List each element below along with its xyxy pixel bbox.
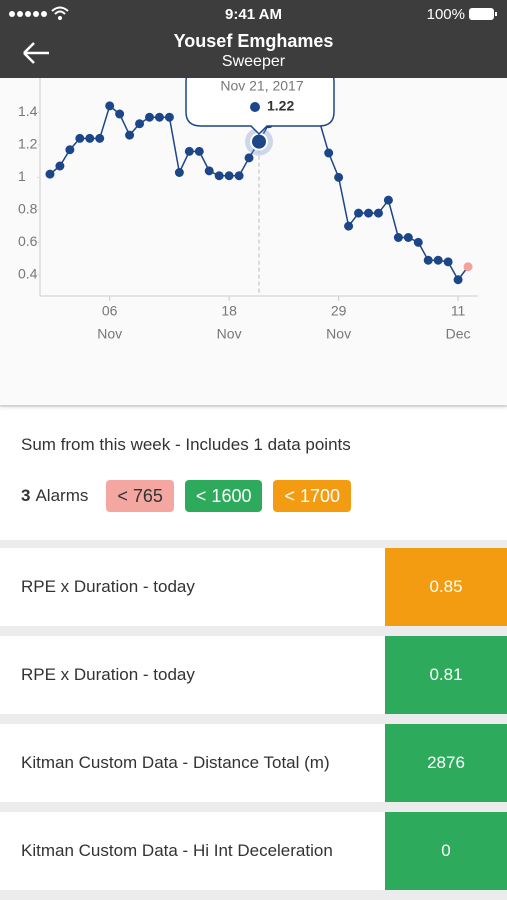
- data-point: [204, 166, 214, 176]
- y-tick-label: 1.4: [18, 103, 38, 119]
- battery-level: 100%: [426, 6, 465, 23]
- summary-section: Sum from this week - Includes 1 data poi…: [0, 407, 507, 540]
- summary-text: Sum from this week - Includes 1 data poi…: [21, 435, 351, 454]
- data-point: [453, 275, 463, 285]
- back-button[interactable]: [22, 41, 52, 65]
- tooltip-date: Nov 21, 2017: [220, 78, 303, 94]
- alarm-count: 3: [21, 486, 31, 505]
- x-tick-label: Nov: [326, 326, 351, 342]
- x-tick-label: 06: [102, 303, 118, 319]
- battery-icon: [469, 8, 497, 20]
- tooltip-dot: [250, 102, 260, 112]
- data-point: [184, 146, 194, 156]
- data-point: [250, 132, 268, 151]
- row-label: RPE x Duration - today: [21, 665, 195, 684]
- data-point: [75, 133, 85, 143]
- y-tick-label: 0.4: [18, 266, 38, 282]
- data-point: [234, 171, 244, 181]
- data-point: [55, 161, 65, 171]
- data-point: [65, 145, 75, 155]
- header-subtitle: Sweeper: [221, 53, 286, 70]
- data-point: [214, 171, 224, 181]
- alarm-badge: < 765: [106, 480, 174, 512]
- data-point: [334, 172, 344, 182]
- data-point: [85, 133, 95, 143]
- row-value: 0.85: [385, 548, 507, 626]
- data-point: [364, 208, 373, 218]
- data-row: Kitman Custom Data - Distance Total (m) 2…: [0, 724, 507, 802]
- data-point: [383, 195, 393, 205]
- x-tick-label: 11: [451, 303, 466, 319]
- status-bar: 9:41 AM 100%: [0, 0, 507, 28]
- data-point: [443, 257, 453, 267]
- row-label: Kitman Custom Data - Hi Int Deceleration: [21, 841, 333, 860]
- y-tick-label: 0.6: [18, 233, 38, 249]
- header: Yousef Emghames Sweeper: [0, 28, 507, 78]
- y-tick-label: 1.2: [18, 136, 38, 152]
- data-point: [354, 208, 364, 218]
- alarm-badge: < 1600: [184, 480, 263, 512]
- data-point: [324, 148, 334, 158]
- data-point: [154, 112, 164, 122]
- data-point: [373, 208, 383, 218]
- data-point: [403, 233, 413, 242]
- data-point: [125, 130, 135, 140]
- x-tick-label: Dec: [446, 326, 471, 342]
- data-point: [433, 255, 443, 265]
- x-tick-label: 29: [331, 303, 347, 319]
- time: 9:41 AM: [225, 6, 282, 23]
- row-value: 2876: [385, 724, 507, 802]
- data-point: [95, 133, 105, 143]
- data-row: RPE x Duration - today 0.85: [0, 548, 507, 626]
- tooltip-value: 1.22: [267, 98, 294, 114]
- x-tick-label: Nov: [97, 326, 122, 342]
- data-point: [463, 262, 473, 272]
- data-point: [45, 169, 55, 179]
- data-point: [164, 112, 174, 122]
- x-tick-label: Nov: [217, 326, 242, 342]
- alarm-badge: < 1700: [273, 480, 352, 512]
- row-label: Kitman Custom Data - Distance Total (m): [21, 753, 330, 772]
- data-row: Kitman Custom Data - Hi Int Deceleration…: [0, 812, 507, 890]
- data-point: [244, 153, 254, 163]
- row-value: 0: [385, 812, 507, 890]
- data-point: [135, 119, 145, 129]
- data-row: RPE x Duration - today 0.81: [0, 636, 507, 714]
- data-point: [105, 101, 115, 111]
- data-point: [194, 146, 204, 156]
- data-point: [413, 237, 423, 247]
- y-tick-label: 0.8: [18, 201, 38, 217]
- row-label: RPE x Duration - today: [21, 577, 195, 596]
- alarm-label: Alarms: [35, 486, 89, 505]
- data-point: [174, 168, 184, 177]
- alarms: 3 Alarms < 765 < 1600 < 1700: [21, 479, 362, 513]
- data-point: [224, 171, 234, 181]
- data-point: [344, 221, 354, 231]
- header-title: Yousef Emghames: [173, 31, 334, 51]
- y-tick-label: 1: [18, 168, 26, 184]
- row-value: 0.81: [385, 636, 507, 714]
- data-point: [423, 255, 433, 265]
- signal-icons: [9, 6, 69, 20]
- x-tick-label: 18: [221, 303, 237, 319]
- data-point: [393, 233, 403, 242]
- data-point: [145, 112, 154, 122]
- data-point: [115, 109, 125, 119]
- tooltip: Nov 21, 2017 1.22: [185, 65, 335, 136]
